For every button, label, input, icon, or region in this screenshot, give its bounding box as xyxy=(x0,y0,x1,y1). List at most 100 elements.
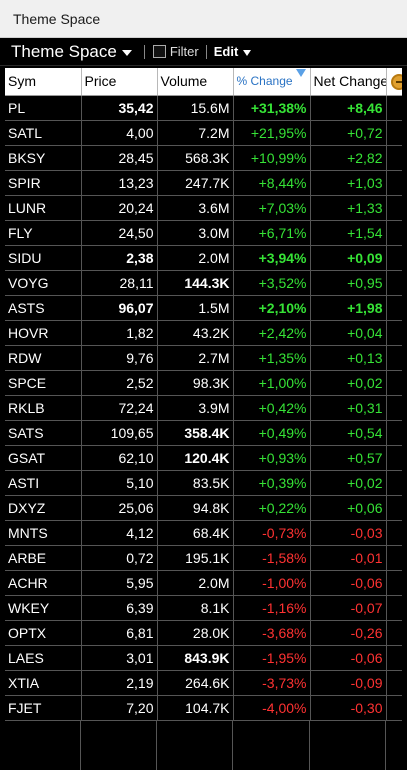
price-cell: 24,50 xyxy=(81,220,158,246)
table-row[interactable]: RDW 9,76 2.7M +1,35% +0,13 xyxy=(5,345,402,371)
spacer-cell xyxy=(386,245,402,271)
volume-cell: 83.5K xyxy=(157,470,234,496)
net-change-cell: -0,30 xyxy=(310,695,387,721)
spacer-cell xyxy=(386,670,402,696)
volume-cell: 98.3K xyxy=(157,370,234,396)
volume-cell: 195.1K xyxy=(157,545,234,571)
table-row[interactable]: ASTS 96,07 1.5M +2,10% +1,98 xyxy=(5,295,402,321)
table-row[interactable]: SATL 4,00 7.2M +21,95% +0,72 xyxy=(5,120,402,146)
edit-menu-button[interactable]: Edit xyxy=(214,44,252,59)
spacer-cell xyxy=(386,320,402,346)
volume-cell: 43.2K xyxy=(157,320,234,346)
table-row[interactable]: HOVR 1,82 43.2K +2,42% +0,04 xyxy=(5,320,402,346)
pct-change-cell: +3,52% xyxy=(233,270,311,296)
table-row[interactable]: LUNR 20,24 3.6M +7,03% +1,33 xyxy=(5,195,402,221)
volume-cell: 264.6K xyxy=(157,670,234,696)
filter-toggle[interactable]: Filter xyxy=(152,44,199,59)
spacer-cell xyxy=(386,470,402,496)
column-header-pct-change[interactable]: % Change xyxy=(233,68,311,96)
price-cell: 2,19 xyxy=(81,670,158,696)
net-change-cell: -0,07 xyxy=(310,595,387,621)
table-row[interactable]: GSAT 62,10 120.4K +0,93% +0,57 xyxy=(5,445,402,471)
grid-empty-area xyxy=(5,721,402,770)
symbol-cell: WKEY xyxy=(5,595,82,621)
table-row[interactable]: SPIR 13,23 247.7K +8,44% +1,03 xyxy=(5,170,402,196)
spacer-cell xyxy=(386,220,402,246)
column-header-net-change[interactable]: Net Change xyxy=(310,68,387,96)
symbol-cell: SIDU xyxy=(5,245,82,271)
table-row[interactable]: ASTI 5,10 83.5K +0,39% +0,02 xyxy=(5,470,402,496)
table-row[interactable]: MNTS 4,12 68.4K -0,73% -0,03 xyxy=(5,520,402,546)
price-cell: 1,82 xyxy=(81,320,158,346)
spacer-cell xyxy=(386,445,402,471)
table-row[interactable]: DXYZ 25,06 94.8K +0,22% +0,06 xyxy=(5,495,402,521)
symbol-cell: OPTX xyxy=(5,620,82,646)
net-change-cell: +0,13 xyxy=(310,345,387,371)
volume-cell: 68.4K xyxy=(157,520,234,546)
grid-column-line xyxy=(80,721,81,770)
table-row[interactable]: FLY 24,50 3.0M +6,71% +1,54 xyxy=(5,220,402,246)
volume-cell: 28.0K xyxy=(157,620,234,646)
pct-change-cell: +3,94% xyxy=(233,245,311,271)
net-change-cell: +0,09 xyxy=(310,245,387,271)
spacer-cell xyxy=(386,545,402,571)
table-row[interactable]: BKSY 28,45 568.3K +10,99% +2,82 xyxy=(5,145,402,171)
table-row[interactable]: OPTX 6,81 28.0K -3,68% -0,26 xyxy=(5,620,402,646)
table-row[interactable]: FJET 7,20 104.7K -4,00% -0,30 xyxy=(5,695,402,721)
pct-change-cell: -1,95% xyxy=(233,645,311,671)
price-cell: 5,95 xyxy=(81,570,158,596)
column-header-sym[interactable]: Sym xyxy=(5,68,82,96)
spacer-cell xyxy=(386,420,402,446)
table-row[interactable]: PL 35,42 15.6M +31,38% +8,46 xyxy=(5,95,402,121)
volume-cell: 104.7K xyxy=(157,695,234,721)
spacer-cell xyxy=(386,145,402,171)
chevron-down-icon xyxy=(121,49,132,56)
symbol-cell: BKSY xyxy=(5,145,82,171)
pct-change-cell: +21,95% xyxy=(233,120,311,146)
pct-change-cell: -3,73% xyxy=(233,670,311,696)
volume-cell: 358.4K xyxy=(157,420,234,446)
net-change-cell: +1,03 xyxy=(310,170,387,196)
watchlist-grid: Sym Price Volume % Change Net Change PL 3… xyxy=(5,68,407,770)
window-title: Theme Space xyxy=(13,11,101,27)
window-titlebar[interactable]: Theme Space xyxy=(0,0,407,38)
pct-change-cell: +0,93% xyxy=(233,445,311,471)
add-column-icon[interactable] xyxy=(390,73,402,90)
column-header-volume[interactable]: Volume xyxy=(157,68,234,96)
spacer-cell xyxy=(386,170,402,196)
workspace-name: Theme Space xyxy=(11,41,117,61)
table-row[interactable]: VOYG 28,11 144.3K +3,52% +0,95 xyxy=(5,270,402,296)
symbol-cell: SPCE xyxy=(5,370,82,396)
table-row[interactable]: WKEY 6,39 8.1K -1,16% -0,07 xyxy=(5,595,402,621)
price-cell: 109,65 xyxy=(81,420,158,446)
symbol-cell: FLY xyxy=(5,220,82,246)
chevron-down-icon xyxy=(243,49,252,56)
net-change-cell: -0,09 xyxy=(310,670,387,696)
price-cell: 62,10 xyxy=(81,445,158,471)
table-row[interactable]: RKLB 72,24 3.9M +0,42% +0,31 xyxy=(5,395,402,421)
price-cell: 7,20 xyxy=(81,695,158,721)
symbol-cell: FJET xyxy=(5,695,82,721)
add-column-header[interactable] xyxy=(386,68,402,96)
table-row[interactable]: LAES 3,01 843.9K -1,95% -0,06 xyxy=(5,645,402,671)
spacer-cell xyxy=(386,395,402,421)
spacer-cell xyxy=(386,645,402,671)
pct-change-cell: +1,35% xyxy=(233,345,311,371)
net-change-cell: -0,26 xyxy=(310,620,387,646)
table-row[interactable]: SPCE 2,52 98.3K +1,00% +0,02 xyxy=(5,370,402,396)
spacer-cell xyxy=(386,520,402,546)
table-row[interactable]: XTIA 2,19 264.6K -3,73% -0,09 xyxy=(5,670,402,696)
sort-descending-icon xyxy=(295,69,306,77)
table-row[interactable]: SATS 109,65 358.4K +0,49% +0,54 xyxy=(5,420,402,446)
net-change-cell: -0,01 xyxy=(310,545,387,571)
table-row[interactable]: SIDU 2,38 2.0M +3,94% +0,09 xyxy=(5,245,402,271)
table-row[interactable]: ACHR 5,95 2.0M -1,00% -0,06 xyxy=(5,570,402,596)
table-row[interactable]: ARBE 0,72 195.1K -1,58% -0,01 xyxy=(5,545,402,571)
grid-column-line xyxy=(232,721,233,770)
price-cell: 13,23 xyxy=(81,170,158,196)
filter-checkbox[interactable] xyxy=(152,45,166,58)
workspace-selector[interactable]: Theme Space xyxy=(11,42,132,62)
volume-cell: 144.3K xyxy=(157,270,234,296)
column-header-price[interactable]: Price xyxy=(81,68,158,96)
grid-column-line xyxy=(309,721,310,770)
